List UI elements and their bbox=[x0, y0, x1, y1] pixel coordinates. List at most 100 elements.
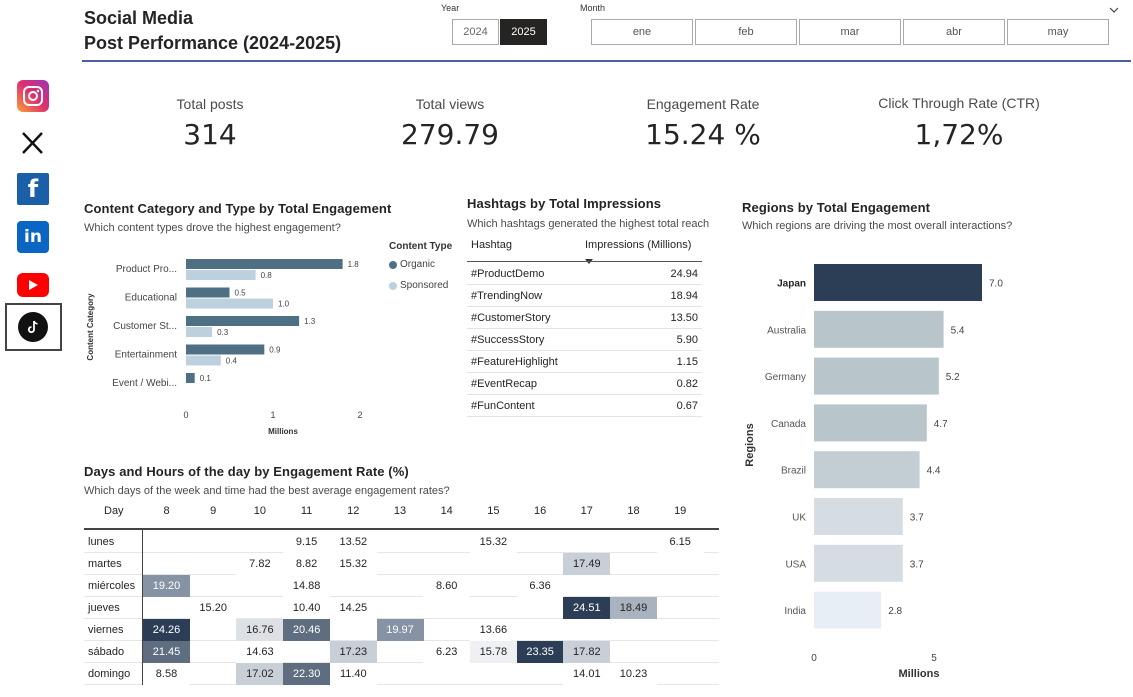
heatmap-hour-header: 16 bbox=[533, 505, 547, 517]
content-bar-sponsored[interactable] bbox=[186, 298, 273, 309]
kpi-total-views-value: 279.79 bbox=[401, 118, 499, 151]
heatmap-cell[interactable]: 15.32 bbox=[469, 531, 517, 553]
region-bar[interactable] bbox=[814, 264, 982, 301]
content-bar-organic[interactable] bbox=[186, 316, 300, 326]
table-row[interactable]: #EventRecap 0.82 bbox=[467, 373, 702, 395]
instagram-icon[interactable] bbox=[17, 80, 49, 112]
region-bar[interactable] bbox=[814, 544, 903, 582]
region-bar[interactable] bbox=[814, 498, 903, 535]
region-bar[interactable] bbox=[814, 591, 882, 629]
heatmap-cell[interactable]: 24.26 bbox=[143, 619, 190, 641]
month-mar-button[interactable]: mar bbox=[799, 19, 901, 45]
hashtag-cell: #ProductDemo bbox=[471, 267, 545, 280]
legend-sponsored[interactable]: Sponsored bbox=[389, 280, 448, 291]
month-abr-button[interactable]: abr bbox=[903, 19, 1005, 45]
title-line-2: Post Performance (2024-2025) bbox=[84, 33, 342, 53]
table-row[interactable]: #SuccessStory 5.90 bbox=[467, 329, 702, 351]
heatmap-cell[interactable]: 6.36 bbox=[516, 575, 564, 597]
heatmap-cell[interactable]: 6.23 bbox=[423, 641, 471, 663]
heatmap-cell[interactable]: 10.23 bbox=[610, 663, 657, 685]
content-bar-organic[interactable] bbox=[186, 287, 230, 298]
heatmap-cell[interactable]: 13.66 bbox=[469, 619, 517, 641]
hashtag-column-header[interactable]: Hashtag bbox=[471, 239, 512, 251]
legend-organic-swatch bbox=[389, 260, 397, 269]
content-bar-sponsored[interactable] bbox=[186, 355, 221, 366]
chevron-down-icon[interactable] bbox=[1109, 1, 1119, 19]
heatmap-cell[interactable]: 14.25 bbox=[329, 597, 377, 619]
heatmap-cell[interactable]: 8.60 bbox=[423, 575, 471, 597]
heatmap-cell[interactable]: 21.45 bbox=[143, 641, 190, 663]
heatmap-cell[interactable]: 10.40 bbox=[283, 597, 331, 619]
heatmap-cell[interactable]: 15.20 bbox=[189, 597, 237, 619]
content-bar-value: 0.4 bbox=[226, 357, 238, 366]
content-bar-organic[interactable] bbox=[186, 373, 195, 383]
heatmap-cell[interactable]: 16.76 bbox=[236, 619, 284, 641]
youtube-icon[interactable] bbox=[17, 273, 49, 297]
content-legend-title: Content Type bbox=[389, 241, 453, 252]
kpi-ctr-value: 1,72% bbox=[914, 118, 1004, 151]
year-2024-button[interactable]: 2024 bbox=[452, 19, 499, 45]
legend-organic-label: Organic bbox=[400, 259, 436, 270]
heatmap-day-label: domingo bbox=[84, 663, 142, 685]
impressions-column-header[interactable]: Impressions (Millions) bbox=[585, 239, 692, 251]
impressions-cell: 18.94 bbox=[670, 289, 698, 302]
kpi-ctr-label: Click Through Rate (CTR) bbox=[878, 95, 1040, 111]
heatmap-day-label: viernes bbox=[84, 619, 142, 641]
x-icon[interactable] bbox=[17, 127, 49, 159]
heatmap-cell[interactable]: 8.82 bbox=[283, 553, 331, 575]
tiktok-icon[interactable] bbox=[18, 312, 48, 342]
heatmap-cell[interactable]: 17.82 bbox=[563, 641, 611, 663]
heatmap-cell[interactable]: 13.52 bbox=[329, 531, 377, 553]
facebook-icon[interactable]: f bbox=[17, 173, 49, 205]
heatmap-day-label: jueves bbox=[84, 597, 142, 619]
heatmap-row-divider bbox=[143, 552, 719, 553]
table-row[interactable]: #CustomerStory 13.50 bbox=[467, 307, 702, 329]
table-row[interactable]: #ProductDemo 24.94 bbox=[467, 263, 702, 285]
region-bar[interactable] bbox=[814, 310, 944, 348]
content-bar-organic[interactable] bbox=[186, 259, 343, 269]
content-bar-value: 1.3 bbox=[304, 317, 316, 326]
table-row[interactable]: #FunContent 0.67 bbox=[467, 395, 702, 417]
heatmap-cell[interactable]: 6.15 bbox=[656, 531, 704, 553]
content-bar-sponsored[interactable] bbox=[186, 327, 213, 337]
heatmap-cell[interactable]: 14.88 bbox=[283, 575, 331, 597]
page-title: Social Media Post Performance (2024-2025… bbox=[84, 6, 341, 56]
table-row[interactable]: #TrendingNow 18.94 bbox=[467, 285, 702, 307]
table-row[interactable]: #FeatureHighlight 1.15 bbox=[467, 351, 702, 373]
heatmap-cell[interactable]: 17.02 bbox=[236, 663, 284, 685]
heatmap-cell[interactable]: 15.32 bbox=[329, 553, 377, 575]
heatmap-cell[interactable]: 14.01 bbox=[563, 663, 611, 685]
heatmap-cell[interactable]: 19.20 bbox=[143, 575, 190, 597]
region-bar[interactable] bbox=[814, 451, 920, 489]
year-2025-button[interactable]: 2025 bbox=[500, 19, 547, 45]
heatmap-cell[interactable]: 17.23 bbox=[329, 641, 377, 663]
month-may-button[interactable]: may bbox=[1007, 19, 1109, 45]
region-value: 5.2 bbox=[946, 372, 960, 383]
heatmap-cell[interactable]: 15.78 bbox=[469, 641, 517, 663]
heatmap-cell[interactable]: 11.40 bbox=[329, 663, 377, 685]
heatmap-cell[interactable]: 22.30 bbox=[283, 663, 331, 685]
content-x-tick: 1 bbox=[270, 410, 275, 420]
tiktok-selected-frame[interactable] bbox=[5, 303, 62, 351]
heatmap-row-divider bbox=[143, 574, 719, 575]
heatmap-cell[interactable]: 19.97 bbox=[376, 619, 424, 641]
heatmap-cell[interactable]: 14.63 bbox=[236, 641, 284, 663]
linkedin-icon[interactable]: in bbox=[17, 221, 49, 253]
heatmap-cell[interactable]: 18.49 bbox=[610, 597, 657, 619]
heatmap-cell[interactable]: 8.58 bbox=[143, 663, 190, 685]
content-bar-organic[interactable] bbox=[186, 344, 265, 355]
region-bar[interactable] bbox=[814, 357, 939, 395]
month-ene-button[interactable]: ene bbox=[591, 19, 693, 45]
heatmap-cell[interactable]: 24.51 bbox=[563, 597, 611, 619]
region-bar[interactable] bbox=[814, 404, 927, 442]
heatmap-cell[interactable]: 7.82 bbox=[236, 553, 284, 575]
heatmap-cell[interactable]: 20.46 bbox=[283, 619, 331, 641]
heatmap-cell[interactable]: 17.49 bbox=[563, 553, 611, 575]
heatmap-hour-header: 13 bbox=[393, 505, 407, 517]
legend-organic[interactable]: Organic bbox=[389, 259, 435, 270]
month-feb-button[interactable]: feb bbox=[695, 19, 797, 45]
heatmap-cell[interactable]: 9.15 bbox=[283, 531, 331, 553]
heatmap-cell[interactable]: 23.35 bbox=[516, 641, 564, 663]
regions-chart-subtitle: Which regions are driving the most overa… bbox=[742, 220, 1013, 232]
content-bar-sponsored[interactable] bbox=[186, 270, 256, 280]
